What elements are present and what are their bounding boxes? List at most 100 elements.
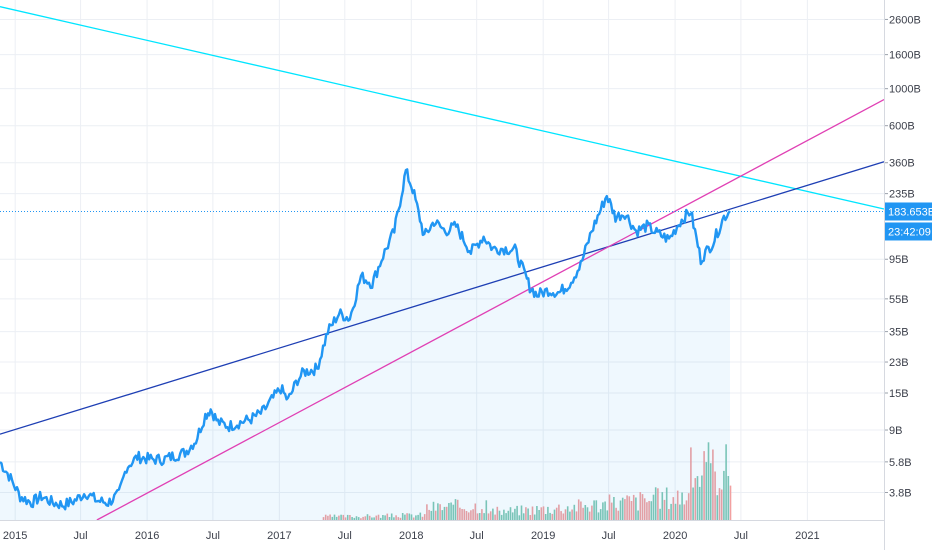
volume-bar	[705, 462, 708, 520]
volume-bar	[668, 509, 670, 520]
y-tick-label: 2600B	[889, 14, 921, 26]
volume-bar	[679, 504, 681, 520]
volume-bar	[368, 515, 371, 520]
volume-bar	[338, 515, 340, 520]
volume-bar	[593, 500, 595, 520]
volume-bar	[522, 513, 525, 520]
volume-bar	[461, 509, 463, 520]
volume-bar	[327, 515, 329, 520]
volume-bar	[329, 514, 331, 520]
volume-bar	[643, 498, 646, 520]
volume-bar	[531, 506, 534, 520]
volume-bar	[635, 497, 637, 520]
volume-bar	[459, 507, 461, 520]
volume-bar	[401, 513, 404, 520]
volume-bar	[648, 501, 650, 520]
x-tick-label: 2018	[399, 530, 423, 542]
trendlines[interactable]	[0, 6, 885, 521]
volume-bar	[404, 514, 406, 520]
x-tick-label: Jul	[338, 530, 352, 542]
price-line	[0, 168, 731, 511]
volume-bar	[377, 514, 380, 520]
volume-bar	[615, 507, 617, 520]
volume-bar	[360, 518, 362, 520]
volume-bar	[701, 475, 703, 520]
volume-bar	[707, 442, 710, 520]
volume-bar	[525, 507, 527, 520]
volume-bar	[657, 488, 659, 520]
current-price-badge	[885, 202, 932, 221]
volume-bar	[496, 506, 499, 520]
volume-bar	[485, 500, 488, 520]
volume-bar	[474, 503, 477, 520]
y-tick-label: 23B	[889, 357, 909, 369]
volume-bar	[690, 447, 692, 520]
volume-bar	[577, 499, 580, 520]
volume-bar	[663, 499, 666, 520]
volume-bar	[445, 506, 448, 520]
countdown-label: 23:42:09	[888, 226, 931, 238]
x-tick-label: 2016	[135, 530, 159, 542]
volume-bar	[428, 509, 430, 520]
volume-bar	[324, 514, 327, 520]
volume-bar	[423, 514, 426, 520]
volume-bar	[661, 492, 664, 520]
volume-bar	[351, 517, 353, 520]
volume-bar	[619, 500, 622, 520]
volume-bar	[353, 517, 356, 520]
volume-bar	[560, 511, 562, 520]
volume-bar	[654, 487, 657, 520]
volume-bar	[665, 487, 668, 520]
y-tick-label: 235B	[889, 189, 915, 201]
volume-bar	[538, 510, 540, 520]
volume-bar	[536, 506, 538, 520]
y-tick-label: 95B	[889, 254, 909, 266]
trendline[interactable]	[96, 99, 885, 521]
volume-bar	[566, 506, 569, 520]
volume-bar	[670, 503, 672, 520]
volume-bar	[617, 510, 620, 520]
y-tick-label: 9B	[889, 425, 902, 437]
volume-bar	[344, 517, 347, 520]
volume-bar	[518, 515, 521, 520]
volume-bar	[703, 451, 705, 520]
volume-bar	[687, 493, 690, 520]
volume-bar	[456, 499, 459, 520]
volume-bar	[630, 501, 633, 520]
volume-bar	[709, 463, 712, 520]
trendline[interactable]	[0, 6, 885, 210]
volume-bar	[569, 511, 571, 520]
volume-bar	[632, 494, 635, 520]
volume-bar	[514, 508, 516, 520]
volume-bar	[500, 514, 503, 520]
volume-bar	[355, 516, 358, 520]
volume-bar	[650, 501, 653, 520]
volume-bar	[412, 517, 415, 520]
volume-bar	[322, 517, 325, 520]
volume-bar	[685, 500, 688, 520]
volume-bar	[544, 514, 547, 520]
volume-bar	[331, 516, 334, 520]
volume-bar	[604, 501, 606, 520]
volume-bar	[694, 478, 697, 520]
volume-bar	[542, 506, 545, 520]
volume-bar	[582, 507, 584, 520]
volume-bar	[725, 444, 727, 520]
trendline[interactable]	[0, 161, 885, 435]
volume-bar	[698, 486, 701, 520]
volume-bar	[516, 505, 518, 520]
volume-bar	[349, 515, 351, 520]
volume-bar	[511, 512, 514, 520]
volume-bar	[595, 500, 598, 520]
volume-bar	[494, 514, 496, 520]
volume-bar	[549, 512, 551, 520]
volume-bar	[716, 495, 719, 520]
volume-bar	[371, 517, 373, 520]
volume-bar	[683, 504, 686, 520]
volume-bar	[335, 516, 338, 520]
volume-bar	[437, 503, 439, 520]
volume-bar	[573, 504, 576, 520]
